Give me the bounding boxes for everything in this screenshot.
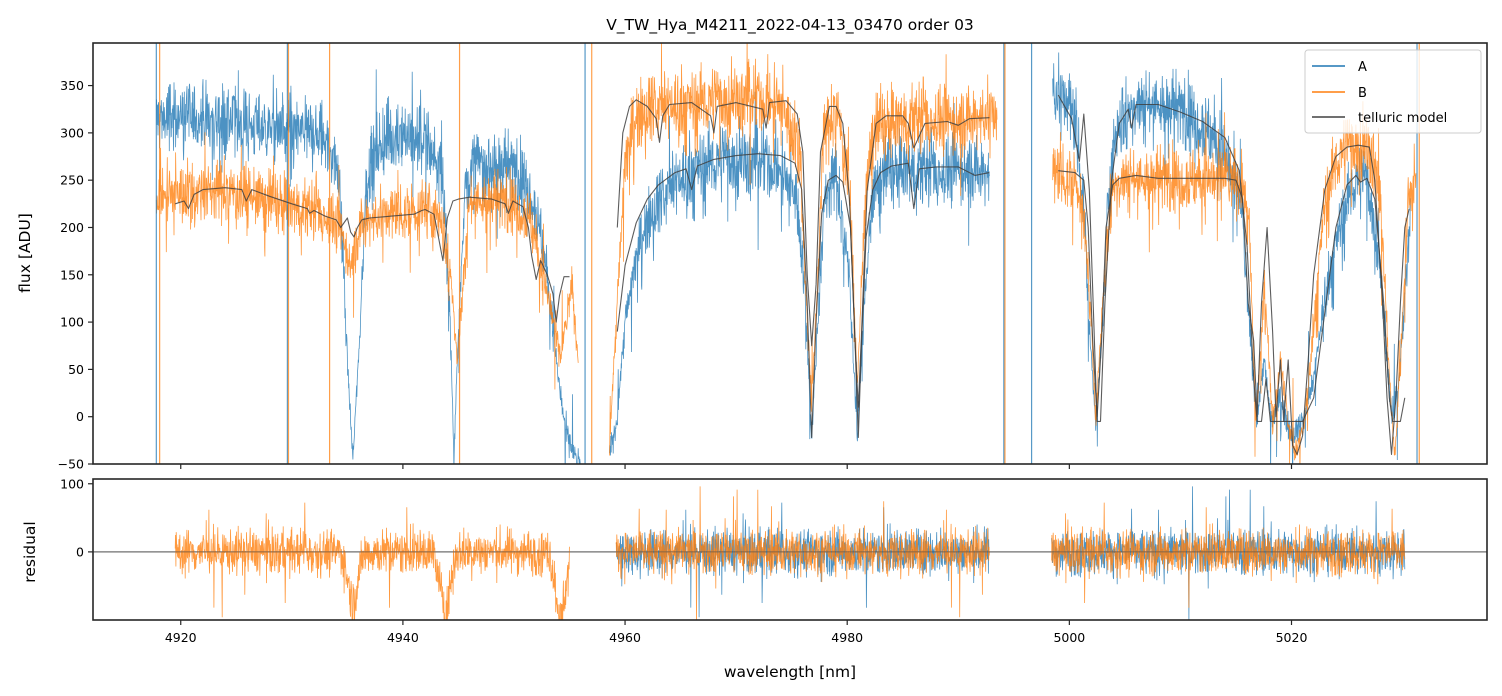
legend-entry-b: B (1312, 86, 1367, 101)
y-tick-label: 300 (60, 125, 84, 140)
legend-frame (1304, 49, 1482, 134)
y-tick-label: 0 (76, 409, 84, 424)
legend-label-b: B (1358, 86, 1367, 101)
y-tick-label: 200 (60, 220, 84, 235)
y-tick-label: 250 (60, 173, 84, 188)
residual-b-line (174, 502, 570, 620)
y-tick-label: 100 (60, 315, 84, 330)
x-tick-label: 4980 (831, 630, 863, 645)
y-tick-label: −50 (58, 457, 84, 472)
residual-panel: 0 100 4920 4940 4960 4980 5000 5020 residual w… (21, 476, 1488, 681)
spectrum-x-ticks (180, 464, 1293, 469)
spectrum-panel: −50 0 50 100 150 200 250 300 350 flux [ADU] A B … (16, 42, 1488, 472)
series-b-line (1052, 101, 1417, 464)
residual-b-line (615, 486, 990, 620)
legend-entry-a: A (1312, 60, 1367, 75)
legend-entry-telluric-model: telluric model (1312, 111, 1447, 126)
residual-x-ticks: 4920 4940 4960 4980 5000 5020 (165, 620, 1308, 645)
spectrum-y-ticks: −50 0 50 100 150 200 250 300 350 (58, 78, 93, 472)
y-tick-label: 350 (60, 78, 84, 93)
telluric-model-line (616, 153, 990, 439)
series-a-line (156, 69, 581, 464)
x-axis-label: wavelength [nm] (724, 663, 856, 681)
y-tick-label: 100 (60, 476, 84, 491)
x-tick-label: 5020 (1276, 630, 1308, 645)
residual-y-ticks: 0 100 (60, 476, 93, 559)
residual-b-line (1051, 502, 1406, 608)
spectrum-axes-frame (92, 42, 1488, 465)
x-tick-label: 4960 (609, 630, 641, 645)
legend-label-a: A (1358, 60, 1367, 75)
residual-axes-frame (92, 478, 1488, 621)
residual-plot-area (93, 486, 1487, 620)
legend: A B telluric model (1304, 49, 1482, 134)
y-tick-label: 150 (60, 267, 84, 282)
x-tick-label: 5000 (1053, 630, 1085, 645)
spectrum-y-axis-label: flux [ADU] (16, 213, 34, 293)
telluric-model-line (1057, 94, 1406, 422)
telluric-model-line (616, 99, 990, 408)
legend-label-telluric-model: telluric model (1358, 111, 1447, 126)
x-tick-label: 4940 (387, 630, 419, 645)
spectrum-plot-area (155, 43, 1420, 464)
series-a-line (609, 91, 990, 456)
series-b-line (609, 43, 998, 456)
chart-title: V_TW_Hya_M4211_2022-04-13_03470 order 03 (606, 16, 974, 35)
residual-y-axis-label: residual (21, 521, 39, 582)
y-tick-label: 0 (76, 544, 84, 559)
telluric-model-line (1058, 144, 1410, 456)
y-tick-label: 50 (68, 362, 84, 377)
series-b-line (155, 132, 579, 390)
telluric-model-line (175, 187, 570, 323)
x-tick-label: 4920 (165, 630, 197, 645)
